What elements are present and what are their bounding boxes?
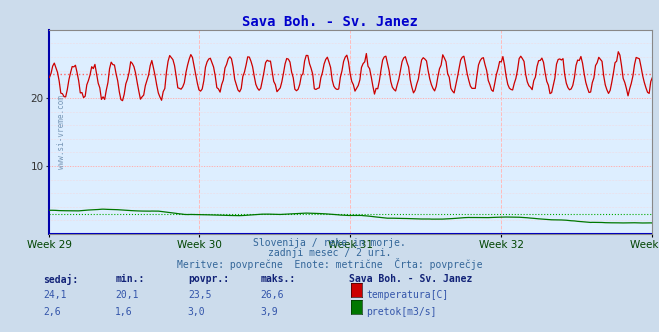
Text: zadnji mesec / 2 uri.: zadnji mesec / 2 uri. xyxy=(268,248,391,258)
Text: 20,1: 20,1 xyxy=(115,290,139,299)
Text: min.:: min.: xyxy=(115,274,145,284)
Text: Meritve: povprečne  Enote: metrične  Črta: povprečje: Meritve: povprečne Enote: metrične Črta:… xyxy=(177,258,482,270)
Text: povpr.:: povpr.: xyxy=(188,274,229,284)
Text: temperatura[C]: temperatura[C] xyxy=(366,290,449,299)
Text: 23,5: 23,5 xyxy=(188,290,212,299)
Text: 26,6: 26,6 xyxy=(260,290,284,299)
Text: www.si-vreme.com: www.si-vreme.com xyxy=(57,95,66,169)
Text: 2,6: 2,6 xyxy=(43,307,61,317)
Text: maks.:: maks.: xyxy=(260,274,295,284)
Text: Slovenija / reke in morje.: Slovenija / reke in morje. xyxy=(253,238,406,248)
Text: Sava Boh. - Sv. Janez: Sava Boh. - Sv. Janez xyxy=(349,274,473,284)
Text: 3,9: 3,9 xyxy=(260,307,278,317)
Text: 24,1: 24,1 xyxy=(43,290,67,299)
Text: 1,6: 1,6 xyxy=(115,307,133,317)
Text: Sava Boh. - Sv. Janez: Sava Boh. - Sv. Janez xyxy=(242,15,417,29)
Text: pretok[m3/s]: pretok[m3/s] xyxy=(366,307,437,317)
Text: 3,0: 3,0 xyxy=(188,307,206,317)
Text: sedaj:: sedaj: xyxy=(43,274,78,285)
